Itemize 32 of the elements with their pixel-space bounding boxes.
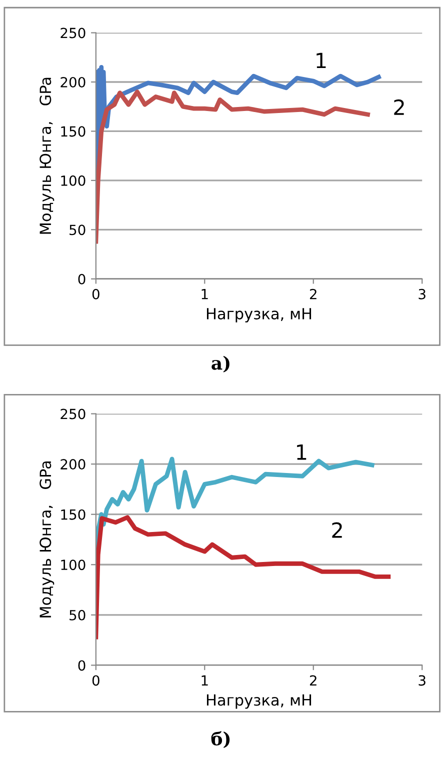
- y-tick-label: 150: [61, 509, 86, 520]
- x-tick-label: 2: [310, 288, 316, 300]
- y-tick-label: 250: [60, 408, 86, 420]
- y-tick-label: 100: [61, 175, 86, 186]
- text: б): [211, 731, 230, 748]
- text: а): [212, 356, 230, 372]
- y-axis-title: Модуль Юнга, GPa: [40, 461, 54, 618]
- series-label: 1: [297, 444, 306, 460]
- series-label: 2: [332, 522, 342, 538]
- line-series: [96, 515, 391, 640]
- series-label: 2: [394, 99, 404, 115]
- x-tick-label: 3: [418, 288, 426, 300]
- y-tick-label: 50: [70, 610, 86, 620]
- line-series: [96, 90, 370, 244]
- y-tick-label: 250: [60, 28, 86, 38]
- x-tick-label: 1: [202, 289, 208, 300]
- x-tick-label: 0: [92, 675, 100, 686]
- y-tick-label: 200: [60, 76, 86, 88]
- x-tick-label: 3: [418, 675, 426, 686]
- y-tick-label: 150: [61, 126, 86, 137]
- y-tick-label: 200: [60, 459, 86, 470]
- x-tick-label: 0: [92, 288, 100, 300]
- y-tick-label: 0: [78, 274, 86, 284]
- x-tick-label: 2: [310, 675, 316, 686]
- y-tick-label: 0: [78, 660, 86, 671]
- series-label: 1: [316, 52, 326, 68]
- y-tick-label: 50: [70, 224, 86, 236]
- x-axis-title: Нагрузка, мН: [206, 694, 312, 709]
- y-axis-title: Модуль Юнга, GPa: [40, 78, 54, 234]
- x-axis-title: Нагрузка, мН: [206, 308, 312, 322]
- x-tick-label: 1: [202, 675, 208, 686]
- y-tick-label: 100: [61, 560, 86, 570]
